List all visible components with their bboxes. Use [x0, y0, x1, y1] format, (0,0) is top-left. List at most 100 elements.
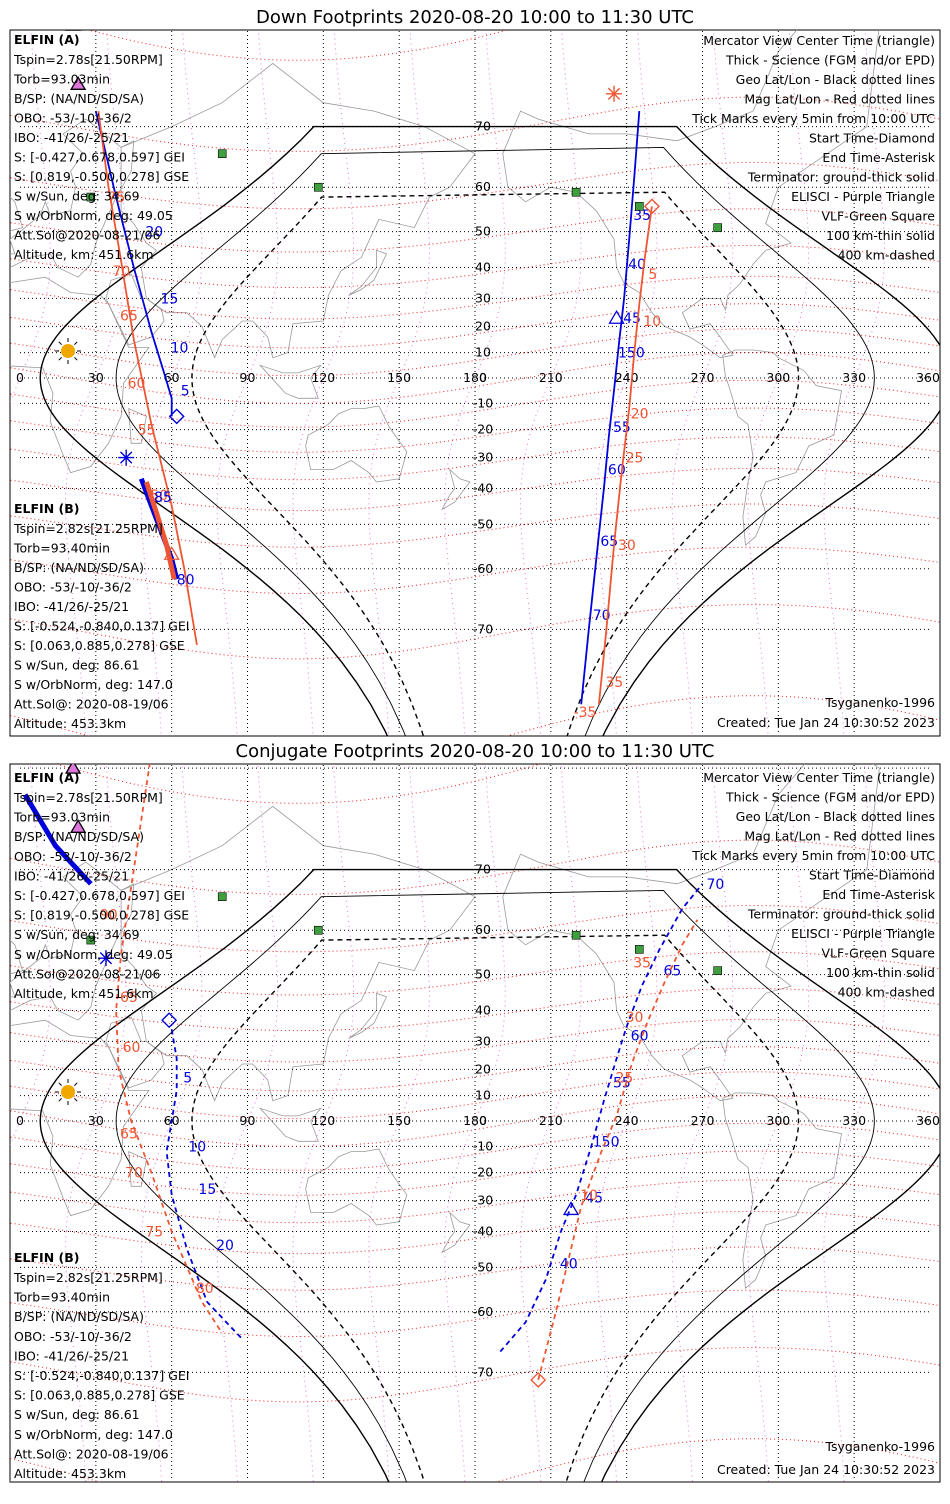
mag-latitude-line — [10, 467, 940, 512]
track-markers — [64, 30, 660, 560]
track-tick-label: 80 — [196, 1281, 214, 1297]
elfin-a-info-line: IBO: -41/26/-25/21 — [14, 868, 129, 883]
coastline — [441, 1211, 471, 1254]
track-tick-label: 150 — [618, 346, 645, 362]
track-tick-label: 65 — [120, 308, 138, 324]
lat-tick-labels: 70 60 50 40 30 20 10 0 -10 -20 -30 -40 -50 -60 -70 — [473, 119, 493, 637]
elfin-a-info-line: Altitude, km: 451.6km — [14, 247, 154, 262]
lat-tick-label: -60 — [473, 561, 493, 576]
elfin-b-info-line: Att.Sol@: 2020-08-19/06 — [14, 1446, 169, 1461]
mag-meridian-line — [10, 30, 51, 736]
legend-entry: End Time-Asterisk — [822, 887, 935, 902]
lat-tick-label: 0 — [479, 1113, 487, 1128]
track-tick-label: 30 — [626, 1010, 644, 1026]
coastline — [348, 992, 388, 1039]
lon-tick-label: 90 — [240, 1113, 256, 1128]
mag-meridian-line — [64, 30, 127, 736]
science-segment-a — [22, 793, 93, 886]
lat-tick-label: 30 — [475, 1033, 491, 1048]
terminator-line — [115, 889, 875, 1482]
legend-entry: ELISCI - Purple Triangle — [791, 926, 935, 941]
terminator-line — [39, 868, 940, 1482]
mag-latitude-line — [10, 244, 940, 289]
lat-tick-label: 70 — [475, 119, 491, 134]
track-tick-label: 60 — [123, 1040, 141, 1056]
coastline — [105, 1016, 165, 1089]
coastline — [502, 764, 880, 1102]
elisci-triangle-icon — [70, 76, 87, 90]
track-line-a — [499, 883, 704, 1353]
vlf-station-marker — [571, 930, 581, 940]
elfin-b-info-line: B/SP: (NA/ND/SD/SA) — [14, 1309, 144, 1324]
track-tick-label: 10 — [580, 1188, 598, 1204]
track-tick-label: -35 — [574, 705, 597, 721]
created-label: Created: Tue Jan 24 10:30:52 2023 — [717, 715, 935, 730]
track-tick-label: 65 — [120, 990, 138, 1006]
track-tick-label: 25 — [616, 1070, 634, 1086]
elfin-b-info-line: S w/Sun, deg: 86.61 — [14, 1407, 140, 1422]
track-line-a — [94, 110, 173, 417]
mag-meridian-line — [216, 764, 279, 1482]
lat-tick-label: 50 — [475, 224, 491, 239]
legend-entry: Tick Marks every 5min from 10:00 UTC — [691, 848, 935, 863]
vlf-stations — [86, 149, 722, 232]
map-panel-down: 70 60 50 40 30 20 10 0 -10 -20 -30 -40 -50 -60 -70 0 30… — [9, 29, 941, 737]
coastline — [10, 196, 24, 232]
vlf-station-marker — [713, 966, 722, 975]
terminator-line — [191, 934, 800, 1482]
mag-meridian-line — [292, 30, 355, 736]
elfin-a-info-line: Att.Sol@2020-08-21/06 — [14, 966, 160, 981]
coastline — [258, 1107, 322, 1142]
legend-entry: Thick - Science (FGM and/or EPD) — [725, 790, 935, 805]
lat-tick-label: -40 — [473, 481, 493, 496]
track-line-a — [165, 1029, 244, 1340]
elfin-b-info: ELFIN (B) Tspin=2.82s[21.25RPM] Torb=93.4… — [13, 501, 189, 731]
legend-entry: End Time-Asterisk — [822, 150, 935, 165]
coastline — [502, 30, 880, 359]
track-tick-label: 90 — [100, 907, 118, 923]
start-diamond-icon — [161, 1012, 178, 1029]
end-asterisk-icon — [606, 85, 623, 102]
track-line-a — [580, 111, 641, 705]
lat-tick-label: 50 — [475, 967, 491, 982]
lon-tick-label: 300 — [766, 370, 790, 385]
lon-tick-label: 90 — [240, 370, 256, 385]
elfin-b-info-line: IBO: -41/26/-25/21 — [14, 1348, 129, 1363]
coastline — [10, 939, 24, 975]
legend-entry: Mercator View Center Time (triangle) — [703, 33, 935, 48]
sun-icon — [55, 338, 81, 364]
elfin-a-info-line: Altitude, km: 451.6km — [14, 986, 154, 1001]
elfin-a-info-line: S: [0.819,-0.500,0.278] GSE — [14, 908, 189, 923]
legend-entry: VLF-Green Square — [821, 209, 935, 224]
elfin-a-info-line: S w/Sun, deg: 34.69 — [14, 189, 140, 204]
mag-latitude-line — [10, 352, 940, 404]
mag-meridian-line — [671, 30, 734, 736]
lon-tick-label: 360 — [916, 1113, 940, 1128]
elfin-a-header: ELFIN (A) — [14, 32, 80, 47]
track-tick-label: 45 — [585, 1191, 603, 1207]
start-diamond-icon — [530, 1371, 547, 1388]
footprint-tracks: 5101520706560551504540906560657075803530… — [22, 764, 724, 1381]
lon-tick-label: 0 — [16, 370, 24, 385]
legend-entry: Geo Lat/Lon - Black dotted lines — [736, 72, 935, 87]
coastline — [348, 249, 388, 296]
lat-tick-label: 20 — [475, 1061, 491, 1076]
legend-entry: 400 km-dashed — [838, 985, 935, 1000]
elfin-b-info: ELFIN (B) Tspin=2.82s[21.25RPM] Torb=93.4… — [13, 1250, 189, 1481]
legend-entry: 100 km-thin solid — [826, 965, 935, 980]
lat-tick-label: 0 — [479, 370, 487, 385]
legend-entry: Terminator: ground-thick solid — [747, 907, 935, 922]
track-tick-label: 20 — [216, 1238, 234, 1254]
track-tick-label: 75 — [145, 1225, 163, 1241]
track-tick-label: 40 — [628, 257, 646, 273]
track-tick-label: 10 — [643, 314, 661, 330]
legend-entry: Mercator View Center Time (triangle) — [703, 770, 935, 785]
coastline — [128, 1150, 147, 1187]
elfin-a-info-line: S: [-0.427,0.678,0.597] GEI — [14, 888, 185, 903]
track-tick-label: 25 — [626, 451, 644, 467]
elfin-b-info-line: B/SP: (NA/ND/SD/SA) — [14, 560, 144, 575]
footprint-tracks: 5101520354045150556065707570656055505102… — [94, 110, 661, 721]
lat-tick-label: -20 — [473, 422, 493, 437]
model-label: Tsyganenko-1996 — [824, 1439, 935, 1454]
elfin-a-info: ELFIN (A) Tspin=2.78s[21.50RPM] Torb=93.0… — [13, 32, 189, 262]
